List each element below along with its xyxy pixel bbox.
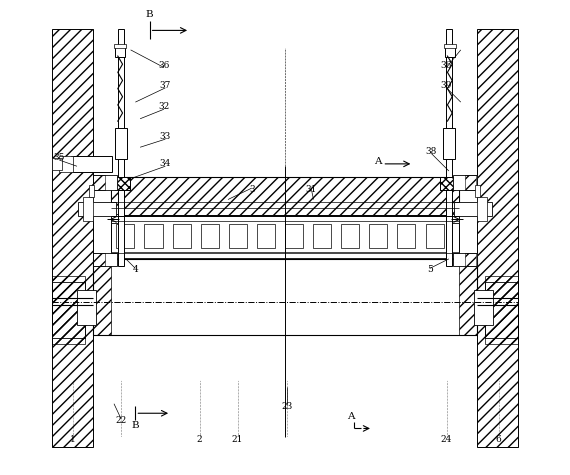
Text: 31: 31 [306, 186, 317, 194]
Bar [486, 276, 518, 344]
Bar [114, 44, 127, 48]
Bar [59, 156, 73, 172]
Bar [115, 47, 125, 57]
Text: 3: 3 [249, 186, 255, 194]
Bar [111, 252, 459, 258]
Bar [465, 175, 477, 190]
Text: 1: 1 [70, 435, 76, 444]
Bar [144, 224, 162, 248]
Bar [115, 177, 129, 190]
Bar [341, 224, 359, 248]
Bar [111, 215, 459, 258]
Bar [285, 224, 303, 248]
Bar [111, 177, 459, 216]
Bar [445, 47, 455, 57]
Bar [92, 253, 117, 266]
Bar [92, 259, 111, 335]
Bar [454, 202, 491, 216]
Bar [443, 128, 455, 159]
Bar [313, 224, 331, 248]
Bar [478, 28, 518, 446]
Bar [52, 282, 84, 338]
Text: 32: 32 [158, 103, 169, 111]
Bar [475, 185, 480, 197]
Bar [440, 177, 455, 190]
Text: 39: 39 [441, 81, 452, 90]
Text: A: A [347, 412, 355, 421]
Bar [71, 156, 112, 172]
Bar [111, 177, 459, 216]
Bar [79, 202, 116, 216]
Bar [426, 224, 443, 248]
Text: A: A [374, 157, 381, 166]
Bar [397, 224, 416, 248]
Bar [92, 253, 104, 266]
Bar [440, 177, 455, 190]
Bar [116, 224, 135, 248]
Bar [449, 179, 459, 215]
Bar [111, 179, 121, 215]
Text: 38: 38 [426, 148, 437, 156]
Text: 22: 22 [116, 416, 127, 425]
Bar [92, 175, 117, 190]
Bar [474, 290, 492, 325]
Text: 36: 36 [441, 61, 452, 70]
Text: B: B [146, 10, 153, 19]
Text: 23: 23 [282, 402, 293, 410]
Bar [115, 128, 127, 159]
Text: 34: 34 [160, 160, 171, 168]
Bar [83, 197, 92, 221]
Bar [92, 175, 104, 190]
Bar [89, 185, 94, 197]
Bar [111, 214, 119, 223]
Bar [478, 197, 487, 221]
Bar [465, 253, 477, 266]
Text: 2: 2 [197, 435, 202, 444]
Text: 37: 37 [160, 81, 171, 90]
Bar [446, 28, 452, 266]
Bar [369, 224, 388, 248]
Bar [52, 158, 62, 170]
Bar [486, 282, 518, 338]
Bar [173, 224, 190, 248]
Text: B: B [132, 421, 139, 430]
Bar [443, 44, 456, 48]
Bar [257, 224, 275, 248]
Text: 5: 5 [427, 266, 433, 274]
Bar [52, 276, 84, 344]
Bar [52, 28, 92, 446]
Bar [201, 224, 219, 248]
Text: 33: 33 [160, 133, 171, 141]
Bar [459, 259, 478, 335]
Bar [229, 224, 247, 248]
Bar [453, 175, 478, 190]
Bar [118, 28, 124, 266]
Text: 21: 21 [232, 435, 243, 444]
Text: 6: 6 [496, 435, 502, 444]
Bar [451, 214, 459, 223]
Text: 35: 35 [54, 153, 65, 162]
Text: 24: 24 [441, 435, 452, 444]
Bar [78, 290, 96, 325]
Text: 4: 4 [132, 266, 139, 274]
Bar [92, 259, 478, 335]
Bar [453, 253, 478, 266]
Bar [115, 177, 129, 190]
Bar [449, 179, 459, 215]
Text: 36: 36 [158, 61, 169, 70]
Bar [111, 179, 121, 215]
